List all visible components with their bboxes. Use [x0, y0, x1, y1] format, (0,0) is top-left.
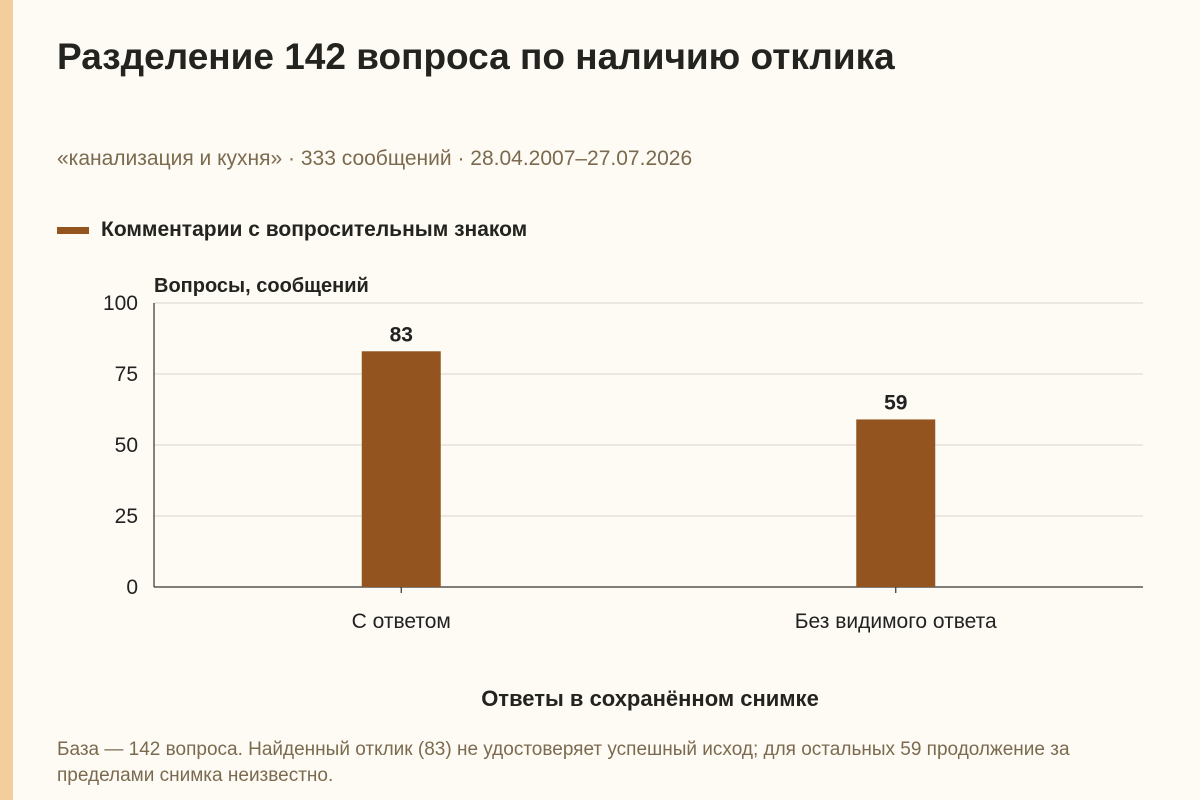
footnote: База — 142 вопроса. Найденный отклик (83… — [57, 739, 1070, 786]
bar-value-label: 59 — [884, 391, 907, 414]
x-tick-label: С ответом — [352, 610, 451, 633]
y-axis-title: Вопросы, сообщений — [154, 275, 369, 297]
accent-stripe — [0, 0, 13, 800]
x-tick-label: Без видимого ответа — [795, 610, 997, 633]
chart-title: Разделение 142 вопроса по наличию отклик… — [57, 36, 895, 77]
x-axis-title: Ответы в сохранённом снимке — [481, 686, 819, 711]
legend: Комментарии с вопросительным знаком — [57, 218, 527, 242]
y-tick-label: 75 — [115, 363, 138, 386]
chart-subtitle: «канализация и кухня» · 333 сообщений · … — [57, 147, 693, 170]
bar — [856, 419, 936, 587]
y-tick-label: 0 — [126, 576, 138, 599]
bar — [361, 351, 441, 587]
y-tick-label: 100 — [103, 292, 138, 315]
y-tick-label: 25 — [115, 505, 138, 528]
bar-value-label: 83 — [390, 323, 413, 346]
bar-chart: 0 25 50 75 100 Вопросы, сообщений С ответом 83 Б… — [103, 275, 1143, 633]
legend-swatch — [57, 226, 89, 234]
legend-label: Комментарии с вопросительным знаком — [101, 218, 528, 241]
y-tick-label: 50 — [115, 434, 138, 457]
